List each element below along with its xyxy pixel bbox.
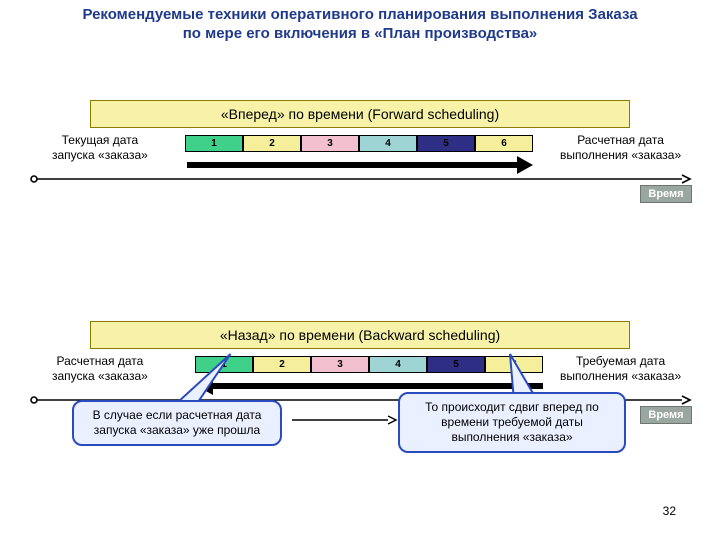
op-box-2: 2 [243, 135, 301, 152]
backward-banner: «Назад» по времени (Backward scheduling) [90, 321, 630, 349]
title-line2: по мере его включения в «План производст… [20, 25, 700, 44]
op-box-1: 1 [185, 135, 243, 152]
op-box-4: 4 [369, 356, 427, 373]
op-box-6: 6 [475, 135, 533, 152]
forward-banner: «Вперед» по времени (Forward scheduling) [90, 100, 630, 128]
callout-left-tail [174, 352, 233, 404]
forward-timeline [27, 172, 697, 186]
forward-left-label: Текущая дата запуска «заказа» [52, 133, 148, 164]
page-number: 32 [663, 504, 676, 518]
op-box-3: 3 [301, 135, 359, 152]
callout-right-tail [508, 352, 537, 396]
op-box-2: 2 [253, 356, 311, 373]
forward-boxes: 123456 [185, 135, 533, 152]
backward-right-label: Требуемая дата выполнения «заказа» [560, 354, 681, 385]
slide-title: Рекомендуемые техники оперативного плани… [0, 0, 720, 46]
title-line1: Рекомендуемые техники оперативного плани… [20, 6, 700, 25]
backward-left-label: Расчетная дата запуска «заказа» [52, 354, 148, 385]
op-box-4: 4 [359, 135, 417, 152]
op-box-5: 5 [427, 356, 485, 373]
forward-time-label: Время [640, 185, 692, 203]
forward-right-label: Расчетная дата выполнения «заказа» [560, 133, 681, 164]
callout-left: В случае если расчетная дата запуска «за… [72, 400, 282, 446]
op-box-5: 5 [417, 135, 475, 152]
callout-link-arrow [292, 414, 398, 426]
callout-right: То происходит сдвиг вперед по времени тр… [398, 392, 626, 453]
backward-time-label: Время [640, 406, 692, 424]
op-box-3: 3 [311, 356, 369, 373]
backward-boxes: 123456 [195, 356, 543, 373]
